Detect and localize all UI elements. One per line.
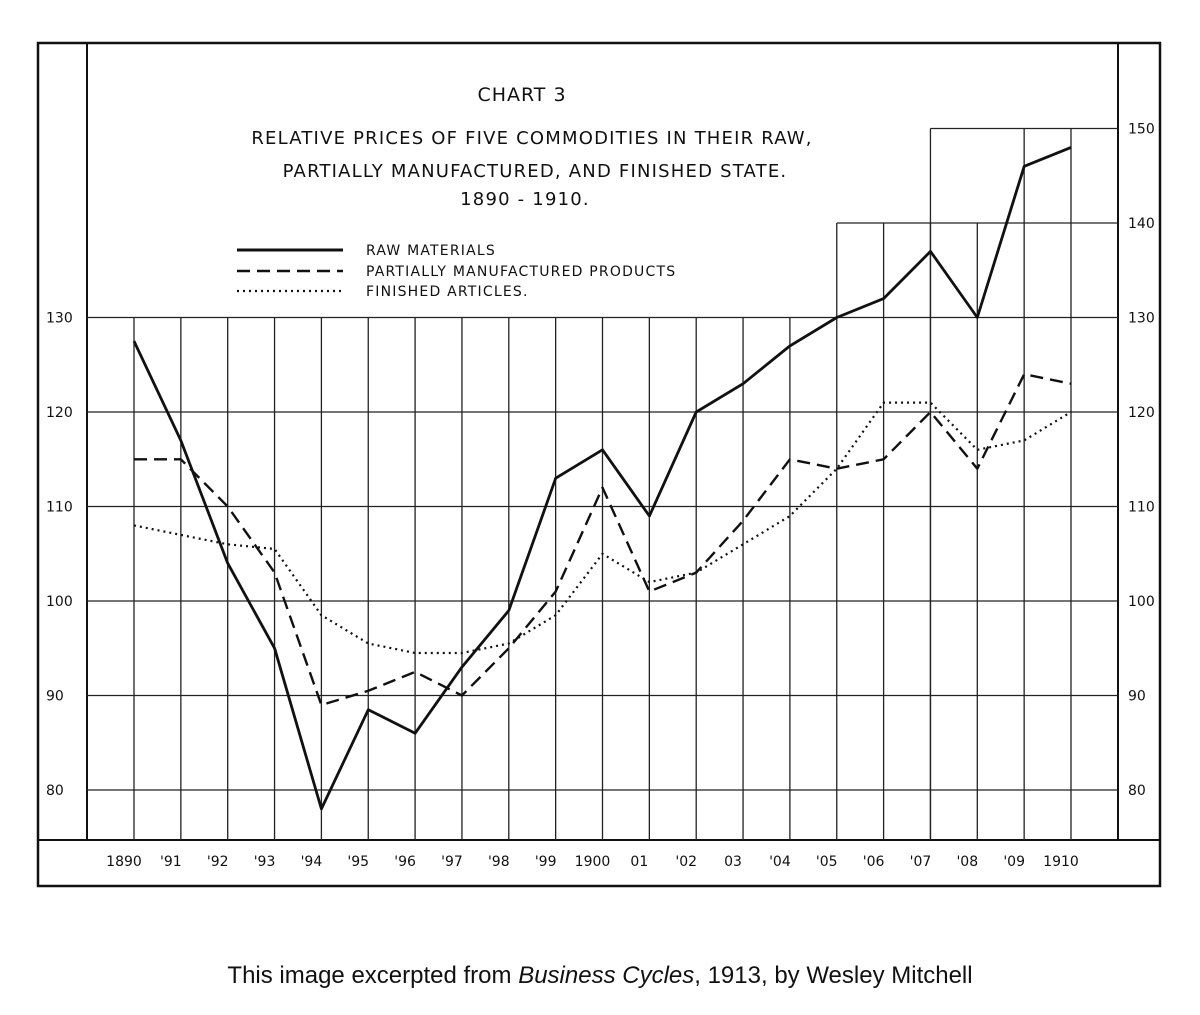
right-y-tick-label-150: 150 bbox=[1128, 122, 1155, 138]
right-y-tick-label-120: 120 bbox=[1128, 405, 1155, 421]
legend-label-partially-manufactured: PARTIALLY MANUFACTURED PRODUCTS bbox=[366, 264, 676, 280]
x-tick-label-1895: '95 bbox=[347, 854, 369, 870]
x-tick-label-1902: '02 bbox=[675, 854, 697, 870]
x-tick-label-1910: 1910 bbox=[1043, 854, 1079, 870]
right-y-tick-label-130: 130 bbox=[1128, 311, 1155, 327]
chart-subtitle-line-2: PARTIALLY MANUFACTURED, AND FINISHED STA… bbox=[283, 161, 788, 182]
x-tick-label-1908: '08 bbox=[956, 854, 978, 870]
x-tick-label-1892: '92 bbox=[207, 854, 229, 870]
x-tick-label-1897: '97 bbox=[441, 854, 463, 870]
caption-suffix: , 1913, by Wesley Mitchell bbox=[694, 962, 973, 989]
x-tick-label-1898: '98 bbox=[488, 854, 510, 870]
caption-prefix: This image excerpted from bbox=[227, 962, 519, 989]
x-tick-label-1901: 01 bbox=[630, 854, 648, 870]
chart-title: CHART 3 bbox=[477, 84, 566, 106]
left-y-tick-label-120: 120 bbox=[46, 405, 73, 421]
x-tick-label-1904: '04 bbox=[769, 854, 791, 870]
x-tick-label-1891: '91 bbox=[160, 854, 182, 870]
series-line-partially-manufactured bbox=[134, 373, 1072, 707]
x-tick-label-1906: '06 bbox=[863, 854, 885, 870]
legend-label-raw-materials: RAW MATERIALS bbox=[366, 243, 496, 259]
series-line-raw-materials bbox=[132, 146, 1072, 811]
legend-label-finished-articles: FINISHED ARTICLES. bbox=[366, 284, 529, 300]
x-tick-label-1900: 1900 bbox=[575, 854, 611, 870]
right-y-tick-label-80: 80 bbox=[1128, 783, 1146, 799]
series-line-finished-articles bbox=[133, 401, 1072, 655]
left-y-tick-label-90: 90 bbox=[46, 689, 64, 705]
x-tick-label-1905: '05 bbox=[816, 854, 838, 870]
grid bbox=[87, 127, 1118, 840]
x-tick-label-1893: '93 bbox=[254, 854, 276, 870]
left-y-tick-label-130: 130 bbox=[46, 311, 73, 327]
x-tick-label-1894: '94 bbox=[301, 854, 323, 870]
x-tick-label-1907: '07 bbox=[910, 854, 932, 870]
outer-frame bbox=[36, 41, 1162, 888]
right-y-tick-label-140: 140 bbox=[1128, 216, 1155, 232]
caption-book-title: Business Cycles bbox=[518, 962, 695, 989]
x-tick-label-1890: 1890 bbox=[106, 854, 142, 870]
series bbox=[132, 146, 1072, 811]
x-tick-label-1896: '96 bbox=[394, 854, 416, 870]
left-y-tick-label-110: 110 bbox=[46, 500, 73, 516]
x-tick-label-1903: 03 bbox=[724, 854, 742, 870]
left-y-tick-label-80: 80 bbox=[46, 783, 64, 799]
caption: This image excerpted from Business Cycle… bbox=[0, 962, 1200, 990]
x-tick-label-1909: '09 bbox=[1003, 854, 1025, 870]
legend: RAW MATERIALS PARTIALLY MANUFACTURED PRO… bbox=[237, 243, 676, 300]
right-y-tick-label-110: 110 bbox=[1128, 500, 1155, 516]
chart-subtitle-line-1: RELATIVE PRICES OF FIVE COMMODITIES IN T… bbox=[251, 128, 812, 149]
x-tick-label-1899: '99 bbox=[535, 854, 557, 870]
right-y-tick-label-100: 100 bbox=[1128, 594, 1155, 610]
left-y-tick-label-100: 100 bbox=[46, 594, 73, 610]
right-y-tick-label-90: 90 bbox=[1128, 689, 1146, 705]
tick-labels: 1890 '91 '92 '93 '94 '95 '96 '97 '98 '99 1900 01 '02… bbox=[46, 122, 1155, 871]
chart-subtitle-line-3: 1890 - 1910. bbox=[460, 189, 590, 210]
